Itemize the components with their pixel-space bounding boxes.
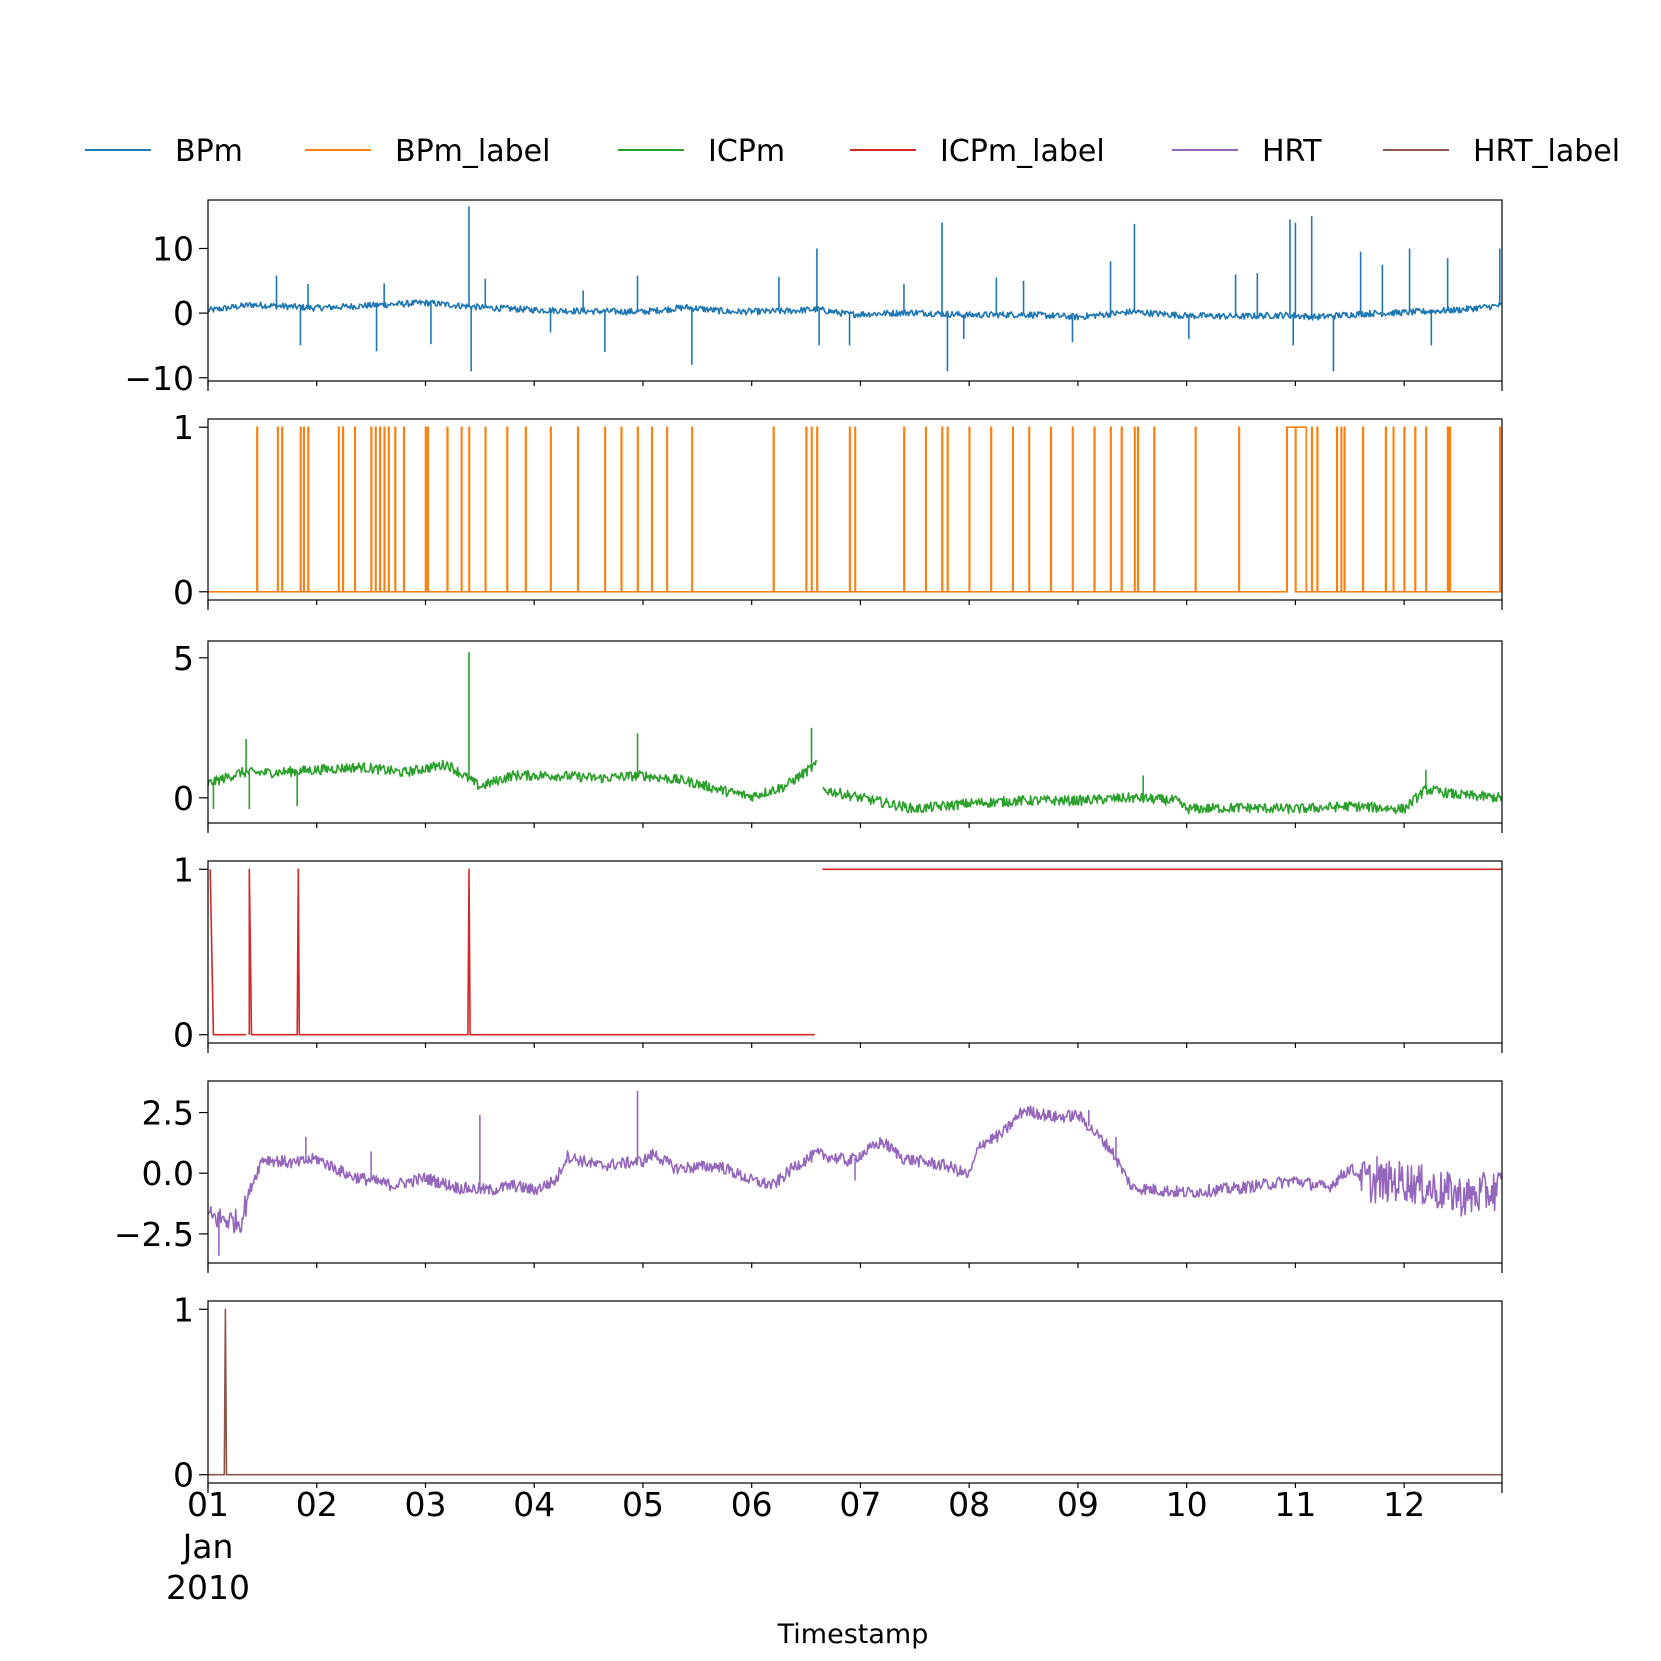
series-line-bpm [207, 299, 1503, 321]
x-tick-label: 05 [622, 1485, 664, 1524]
series-line-icpm-label [209, 868, 1502, 1036]
x-tick-label: 06 [731, 1485, 773, 1524]
panel-bpm: 10 0 −10 [124, 199, 1503, 398]
y-tick-label: 5 [173, 639, 194, 678]
legend: BPm BPm_label ICPm ICPm_label HRT HRT_label [85, 134, 1620, 169]
y-tick-label: 0 [173, 294, 194, 333]
x-tick-label: 11 [1274, 1485, 1316, 1524]
y-tick-label: 1 [173, 408, 194, 447]
legend-entry-hrt-label: HRT_label [1383, 134, 1620, 169]
x-axis-label: Timestamp [777, 1619, 929, 1650]
x-tick-label: 03 [404, 1485, 446, 1524]
legend-label: HRT_label [1473, 134, 1620, 169]
legend-entry-icpm-label: ICPm_label [850, 134, 1105, 169]
x-tick-label: 01 [187, 1485, 229, 1524]
series-line-bpm-label [207, 426, 1503, 593]
legend-label: ICPm [708, 134, 785, 169]
series-line-hrt [207, 1105, 1503, 1234]
x-tick-label: 02 [296, 1485, 338, 1524]
y-tick-label: −2.5 [114, 1215, 194, 1254]
x-tick-label: 09 [1057, 1485, 1099, 1524]
legend-entry-bpm-label: BPm_label [305, 134, 550, 169]
panel-bpm-label: 10 [173, 408, 1503, 612]
axes-frame [207, 640, 1503, 824]
y-tick-label: 0 [173, 1456, 194, 1495]
y-tick-label: 1 [173, 1290, 194, 1329]
axes-frame [207, 860, 1503, 1044]
y-tick-label: 0 [173, 779, 194, 818]
panel-hrt: 2.5 0.0 −2.5 [114, 1080, 1503, 1273]
legend-label: HRT [1262, 134, 1322, 169]
x-tick-label: 12 [1383, 1485, 1425, 1524]
series-line-icpm [207, 759, 1503, 815]
axes-frame [207, 1300, 1503, 1484]
legend-label: ICPm_label [940, 134, 1105, 169]
x-tick-label: 08 [948, 1485, 990, 1524]
y-tick-label: −10 [124, 359, 194, 398]
legend-label: BPm [175, 134, 243, 169]
y-tick-label: 10 [152, 229, 194, 268]
panel-hrt-label: 10 [173, 1290, 1503, 1495]
series-line-hrt-label [208, 1308, 1502, 1476]
legend-entry-bpm: BPm [85, 134, 243, 169]
y-tick-label: 0 [173, 573, 194, 612]
panel-icpm-label: 10 [173, 850, 1503, 1055]
y-tick-label: 1 [173, 850, 194, 889]
x-tick-label-extra: Jan [181, 1527, 234, 1566]
y-tick-label: 0 [173, 1016, 194, 1055]
panel-icpm: 50 [173, 639, 1503, 833]
axes-frame [207, 199, 1503, 382]
x-tick-label: 07 [839, 1485, 881, 1524]
x-tick-label: 04 [513, 1485, 555, 1524]
axes-frame [207, 418, 1503, 601]
x-tick-label: 10 [1166, 1485, 1208, 1524]
axes-frame [207, 1080, 1503, 1264]
x-tick-label-extra: 2010 [166, 1568, 250, 1607]
legend-entry-icpm: ICPm [618, 134, 785, 169]
legend-entry-hrt: HRT [1172, 134, 1322, 169]
y-tick-label: 0.0 [142, 1154, 194, 1193]
y-tick-label: 2.5 [142, 1094, 194, 1133]
legend-label: BPm_label [395, 134, 550, 169]
